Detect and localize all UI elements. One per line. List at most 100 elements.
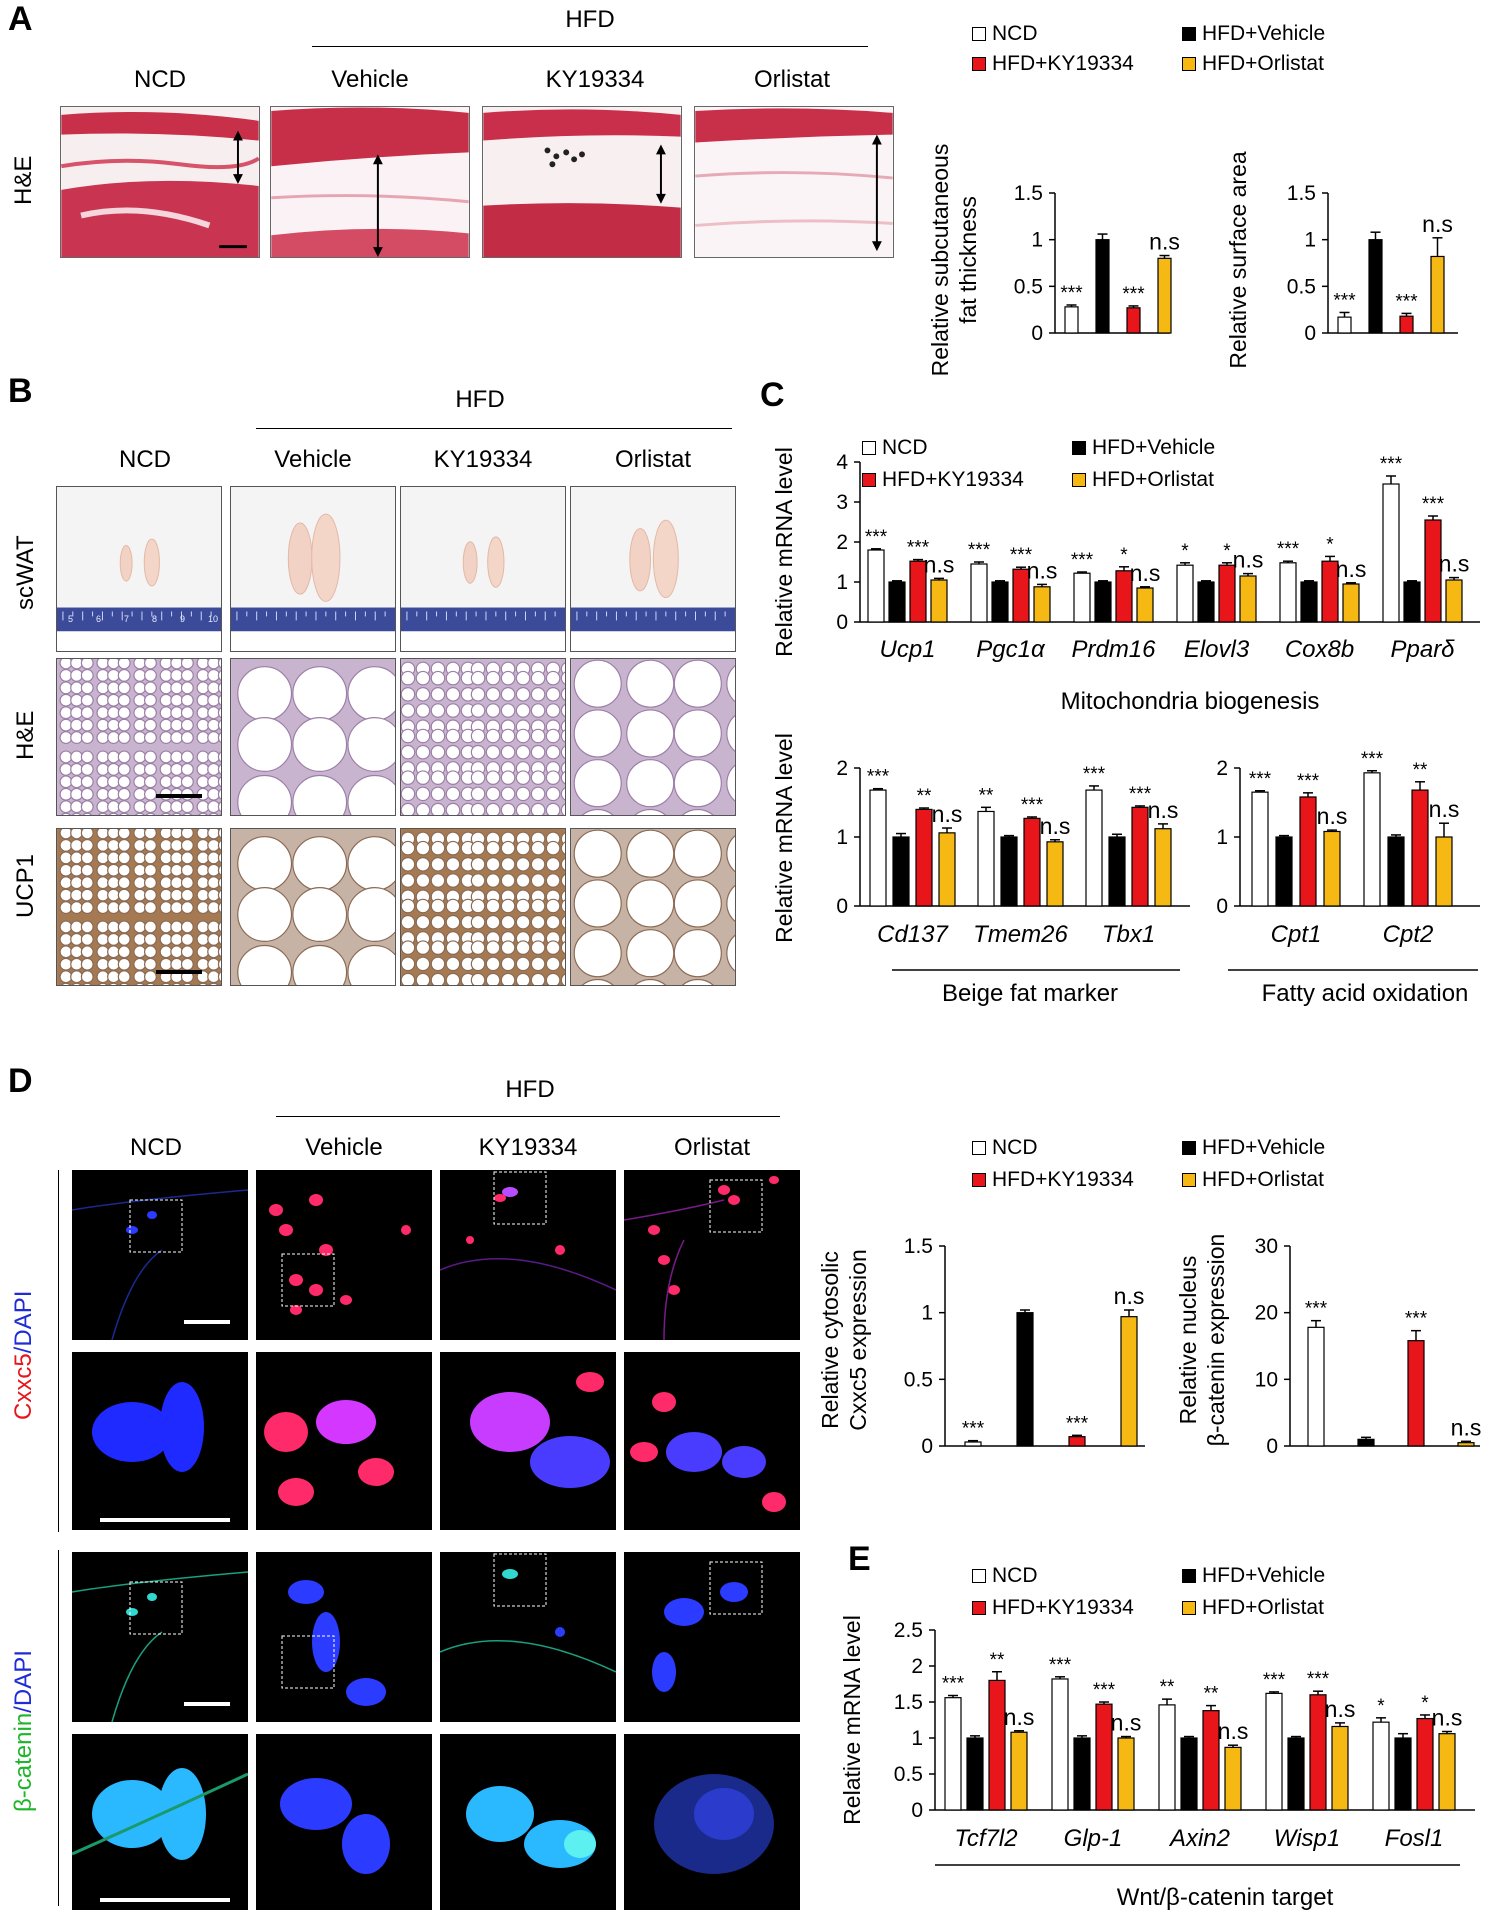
- bar: [1363, 772, 1381, 907]
- significance-label: n.s: [1336, 556, 1367, 582]
- row-he-b: H&E: [12, 710, 39, 760]
- y-axis-label: Relative mRNA level: [771, 733, 797, 943]
- ruler-tick-label: 7: [124, 614, 130, 624]
- legend-item-ky: HFD+KY19334: [972, 52, 1134, 76]
- bar: [1403, 581, 1421, 623]
- significance-label: ***: [907, 538, 930, 559]
- y-tick-label: 0: [921, 1435, 933, 1458]
- significance-label: ***: [1307, 1669, 1330, 1690]
- significance-label: n.s: [932, 801, 963, 827]
- y-tick-label: 0: [1216, 895, 1228, 918]
- significance-label: ***: [1263, 1670, 1286, 1691]
- significance-label: *: [1120, 545, 1128, 566]
- y-tick-label: 1: [921, 1302, 933, 1325]
- panel-label-e: E: [848, 1540, 871, 1578]
- bar: [1323, 830, 1341, 907]
- ucp1-image-b: [570, 828, 736, 986]
- row-bcatenin-d: β-catenin/DAPI: [10, 1650, 37, 1812]
- significance-label: *: [1181, 541, 1189, 562]
- y-tick-label: 0: [1304, 322, 1316, 345]
- ucp1-image-b: [230, 828, 396, 986]
- y-tick-label: 1.5: [894, 1691, 923, 1714]
- y-tick-label: 4: [836, 451, 848, 474]
- legend-item-ky: HFD+KY19334: [862, 468, 1024, 492]
- significance-label: ***: [1021, 795, 1044, 816]
- bar: [909, 560, 927, 623]
- significance-label: ***: [1297, 771, 1320, 792]
- significance-label: ***: [1129, 784, 1152, 805]
- significance-label: *: [1377, 1696, 1385, 1717]
- scale-bar: [156, 794, 202, 798]
- row-scwat-b: scWAT: [12, 535, 39, 610]
- scale-bar: [156, 970, 202, 974]
- category-label: Cpt1: [1271, 921, 1322, 948]
- category-label: Wisp1: [1274, 1825, 1340, 1852]
- significance-label: ***: [1093, 1680, 1116, 1701]
- bar: [1176, 564, 1194, 623]
- legend-c: NCD HFD+Vehicle HFD+KY19334 HFD+Orlistat: [862, 436, 1362, 496]
- y-tick-label: 30: [1255, 1235, 1278, 1258]
- chart-bcatenin: 0 10 20 30 Relative nucleus β-catenin express…: [1175, 1234, 1481, 1458]
- category-label: Cpt2: [1383, 921, 1434, 948]
- bar: [1051, 1678, 1069, 1811]
- legend-item-orlistat: HFD+Orlistat: [1182, 1168, 1324, 1192]
- bar: [1321, 560, 1339, 623]
- significance-label: n.s: [1429, 796, 1460, 822]
- bar: [991, 581, 1009, 623]
- significance-label: ***: [1277, 539, 1300, 560]
- category-label: Elovl3: [1184, 636, 1250, 663]
- bar: [1095, 1703, 1113, 1811]
- y-tick-label: 0.5: [894, 1763, 923, 1786]
- bar: [1108, 836, 1126, 907]
- ruler-tick-label: 8: [152, 614, 158, 624]
- bar: [1094, 581, 1112, 623]
- legend-item-orlistat: HFD+Orlistat: [1182, 1596, 1324, 1620]
- hfd-label-a: HFD: [565, 6, 615, 33]
- y-tick-label: 1.5: [904, 1235, 933, 1258]
- hfd-line-b: [256, 428, 732, 429]
- category-label: Pparδ: [1390, 636, 1455, 663]
- category-label: Pgc1α: [976, 636, 1046, 663]
- y-tick-label: 1: [1031, 229, 1043, 252]
- col-ky-d: KY19334: [478, 1134, 578, 1161]
- panel-label-b: B: [8, 372, 33, 410]
- significance-label: ***: [1066, 1413, 1089, 1434]
- y-tick-label: 0.5: [1287, 275, 1316, 298]
- 146: [230, 486, 396, 652]
- ucp1-image-b: [400, 828, 566, 986]
- bar: [1023, 817, 1041, 907]
- significance-label: **: [1160, 1677, 1175, 1698]
- category-label: Prdm16: [1071, 636, 1156, 663]
- bar: [1438, 1733, 1456, 1811]
- he-image-orlistat-a: [694, 106, 894, 258]
- fluorescence-image: [72, 1552, 248, 1722]
- significance-label: ***: [968, 540, 991, 561]
- scale-bar: [100, 1518, 230, 1522]
- fluorescence-image: [440, 1734, 616, 1910]
- bar: [1016, 1312, 1034, 1447]
- y-axis-label: Relative mRNA level: [771, 447, 797, 657]
- legend-item-ncd: NCD: [972, 22, 1038, 46]
- significance-label: n.s: [1149, 229, 1180, 255]
- y-tick-label: 0.5: [904, 1368, 933, 1391]
- legend-item-ky: HFD+KY19334: [972, 1168, 1134, 1192]
- significance-label: ***: [1361, 749, 1384, 770]
- legend-item-orlistat: HFD+Orlistat: [1072, 468, 1214, 492]
- significance-label: ***: [1249, 769, 1272, 790]
- y-tick-label: 1: [911, 1727, 923, 1750]
- bar: [1309, 1694, 1327, 1811]
- he-image-vehicle-a: [270, 106, 470, 258]
- ruler-tick-label: 10: [208, 614, 219, 624]
- scale-bar: [100, 1898, 230, 1902]
- y-tick-label: 20: [1255, 1302, 1278, 1325]
- bar: [966, 1737, 984, 1811]
- y-tick-label: 0.5: [1014, 275, 1043, 298]
- y-axis-label: β-catenin expression: [1203, 1234, 1229, 1447]
- significance-label: ***: [1122, 284, 1145, 305]
- bar: [988, 1679, 1006, 1811]
- significance-label: n.s: [1218, 1718, 1249, 1744]
- 146: [56, 486, 222, 652]
- bar: [1218, 564, 1236, 623]
- hfd-label-b: HFD: [455, 386, 505, 413]
- bar: [1279, 562, 1297, 623]
